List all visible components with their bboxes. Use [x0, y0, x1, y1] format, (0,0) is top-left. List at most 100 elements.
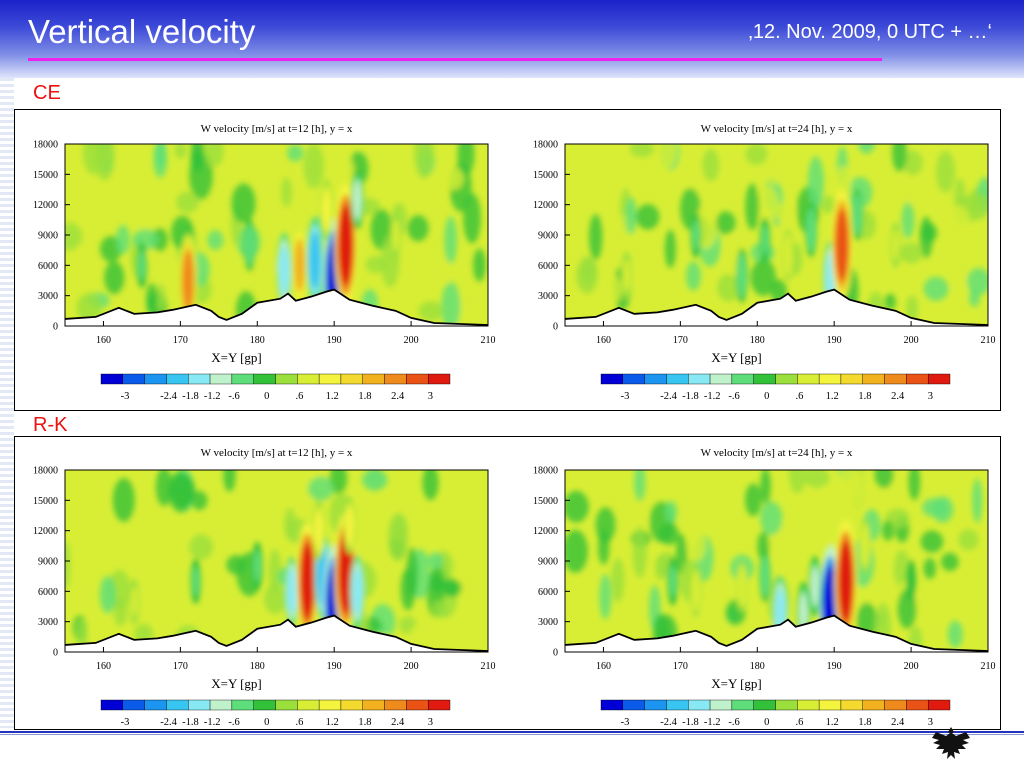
velocity-cell [784, 238, 792, 273]
colorbar-label: -.6 [228, 391, 239, 402]
field-patch [892, 144, 907, 172]
page-title: Vertical velocity [28, 13, 256, 50]
field-patch [176, 191, 200, 213]
colorbar-swatch [122, 373, 145, 385]
field-patch [565, 490, 589, 523]
field-patch [361, 470, 388, 491]
section-label-ce: CE [33, 82, 61, 104]
field-patch [659, 523, 680, 545]
field-patch [643, 281, 662, 316]
colorbar-swatch [297, 699, 320, 711]
field-patch [807, 156, 824, 209]
field-patch [414, 144, 434, 179]
velocity-cell [279, 245, 290, 296]
field-patch [839, 470, 861, 502]
field-patch [629, 144, 655, 158]
colorbar-label: 3 [928, 717, 933, 728]
velocity-cell [309, 231, 321, 290]
field-patch [966, 267, 988, 295]
x-tick-label: 180 [250, 661, 265, 672]
colorbar-swatch [622, 699, 645, 711]
field-patch [406, 547, 418, 599]
field-patch [207, 230, 224, 250]
y-tick-label: 18000 [33, 466, 58, 477]
field-patch [702, 148, 720, 182]
velocity-cell [835, 208, 849, 282]
field-patch [439, 258, 452, 283]
page-subtitle: ‚12. Nov. 2009, 0 UTC + …‘ [748, 21, 992, 43]
colorbar-label: -3 [121, 717, 130, 728]
x-axis-label: X=Y [gp] [711, 676, 762, 691]
colorbar-label: 2.4 [391, 717, 405, 728]
colorbar: -3 -2.4 -1.8 -1.2 -.6 0 .6 1.2 1.8 2.4 3 [600, 373, 951, 402]
velocity-cell [392, 218, 400, 252]
colorbar-label: 0 [764, 717, 769, 728]
terrain-fill [65, 615, 488, 652]
y-tick-label: 3000 [538, 617, 558, 628]
field-patch [632, 526, 647, 579]
field-patch [941, 552, 959, 572]
colorbar-swatch [818, 699, 842, 711]
field-patch [763, 157, 786, 185]
chart-2: W velocity [m/s] at t=12 [h], y = x 0 3000… [33, 447, 496, 728]
title-underline [28, 58, 882, 61]
colorbar-label: -1.8 [182, 717, 199, 728]
velocity-cell [761, 224, 769, 256]
field-patch [473, 248, 486, 282]
x-tick-label: 170 [673, 335, 688, 346]
field-patch [651, 144, 677, 171]
x-tick-label: 190 [327, 661, 342, 672]
field-patch [637, 512, 648, 530]
colorbar: -3 -2.4 -1.8 -1.2 -.6 0 .6 1.2 1.8 2.4 3 [100, 699, 451, 728]
y-tick-label: 3000 [38, 617, 58, 628]
field-patch [664, 500, 678, 523]
field-patch [358, 198, 380, 215]
velocity-cell [345, 506, 354, 545]
y-tick-label: 15000 [533, 170, 558, 181]
colorbar-swatch [275, 373, 298, 385]
terrain-line [65, 614, 488, 652]
terrain-fill [565, 615, 988, 652]
field-patch [112, 477, 135, 522]
field-patch [427, 552, 444, 570]
colorbar-swatch [275, 699, 298, 711]
field-patch [745, 183, 760, 231]
colorbar-label: 2.4 [391, 391, 405, 402]
colorbar-swatch [600, 699, 624, 711]
field-patch [410, 624, 432, 644]
colorbar-label: -1.2 [204, 717, 221, 728]
x-tick-label: 190 [827, 661, 842, 672]
colorbar-swatch [253, 373, 276, 385]
colorbar-swatch [927, 373, 951, 385]
velocity-field [65, 470, 488, 652]
colorbar-label: .6 [296, 391, 304, 402]
field-patch [66, 144, 87, 179]
colorbar-swatch [666, 373, 689, 385]
colorbar-swatch [906, 373, 929, 385]
colorbar-label: 1.2 [326, 717, 339, 728]
x-tick-label: 160 [96, 661, 111, 672]
y-tick-label: 9000 [538, 231, 558, 242]
field-patch [422, 470, 439, 501]
y-tick-label: 9000 [38, 557, 58, 568]
velocity-field [565, 144, 988, 326]
field-patch [858, 144, 875, 154]
colorbar-label: 2.4 [891, 717, 905, 728]
y-tick-label: 12000 [533, 200, 558, 211]
colorbar-label: 1.8 [358, 391, 371, 402]
header-bar [0, 0, 1024, 78]
colorbar-label: 2.4 [891, 391, 905, 402]
x-tick-label: 190 [827, 335, 842, 346]
chart-3: W velocity [m/s] at t=24 [h], y = x 0 3000… [533, 447, 996, 728]
field-patch [655, 470, 676, 484]
field-patch [191, 490, 208, 511]
y-tick-label: 18000 [533, 140, 558, 151]
velocity-cell [861, 527, 869, 564]
panel-ce: W velocity [m/s] at t=12 [h], y = x 0 3000… [14, 109, 1001, 411]
velocity-cell [738, 569, 746, 604]
field-patch [231, 183, 256, 224]
velocity-cell [761, 559, 769, 594]
chart-0: W velocity [m/s] at t=12 [h], y = x 0 3000… [33, 123, 496, 402]
field-patch [576, 257, 598, 294]
colorbar-swatch [906, 699, 929, 711]
